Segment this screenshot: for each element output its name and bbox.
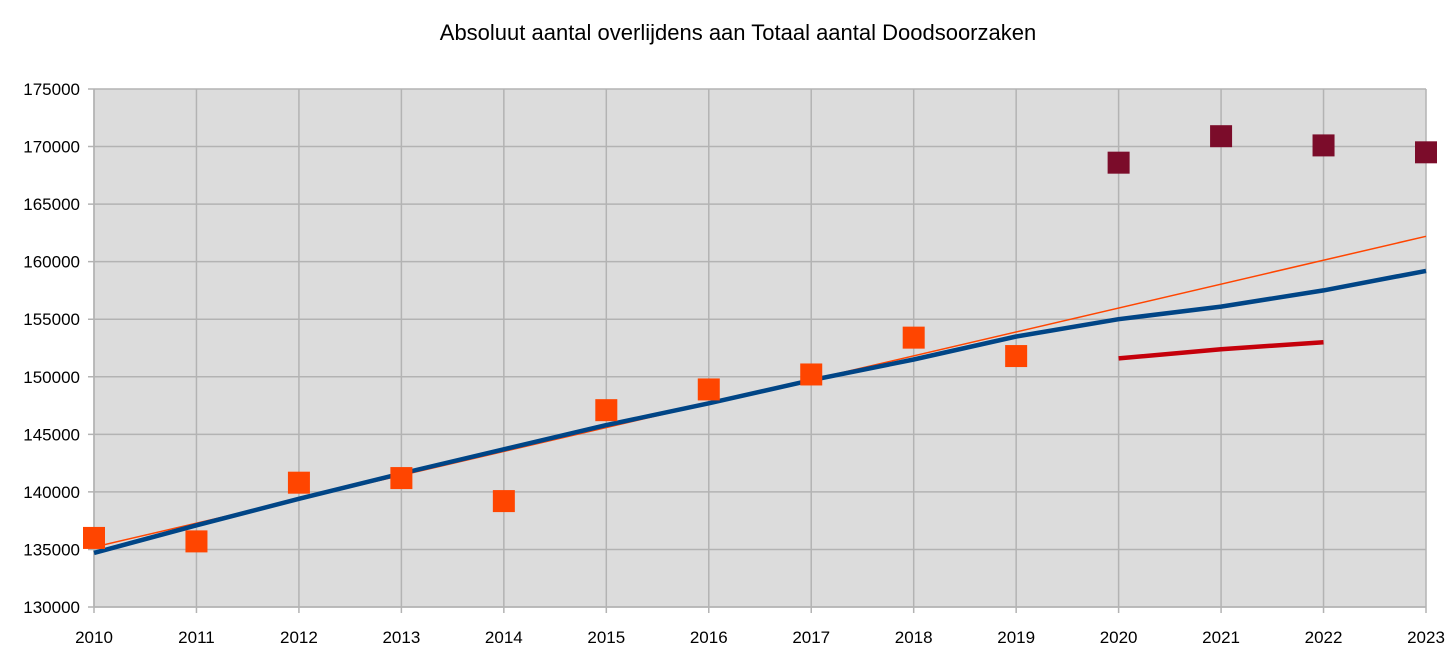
y-axis-tick-labels: 130000 135000 140000 145000 150000 155000 1600… xyxy=(23,80,80,617)
x-tick-label: 2020 xyxy=(1100,628,1138,647)
series-0-point-2014 xyxy=(492,490,515,513)
y-tick-label: 155000 xyxy=(23,310,80,329)
x-axis-tick-labels: 2010 2011 2012 2013 2014 2015 2016 2017 2018 2019… xyxy=(75,628,1445,647)
x-tick-label: 2018 xyxy=(895,628,933,647)
y-tick-label: 135000 xyxy=(23,540,80,559)
series-layer xyxy=(83,125,1437,556)
plot-area xyxy=(94,89,1426,607)
series-1-point-2020 xyxy=(1107,151,1130,174)
series-3-line xyxy=(93,268,1427,556)
series-0-point-2015 xyxy=(595,399,618,422)
y-tick-label: 170000 xyxy=(23,138,80,157)
x-tick-label: 2014 xyxy=(485,628,523,647)
x-tick-label: 2011 xyxy=(178,628,215,647)
series-1-point-2023 xyxy=(1415,141,1437,164)
y-tick-label: 175000 xyxy=(23,80,80,99)
series-0-point-2010 xyxy=(83,526,105,549)
series-0-point-2016 xyxy=(697,378,720,401)
x-tick-label: 2012 xyxy=(280,628,318,647)
series-1-point-2021 xyxy=(1210,125,1233,148)
series-1-point-2022 xyxy=(1312,134,1335,157)
series-4-line xyxy=(1118,339,1324,361)
x-tick-label: 2013 xyxy=(382,628,420,647)
series-0-point-2011 xyxy=(185,530,208,553)
y-tick-label: 165000 xyxy=(23,195,80,214)
x-tick-label: 2023 xyxy=(1407,628,1445,647)
x-tick-label: 2019 xyxy=(997,628,1035,647)
chart-title: Absoluut aantal overlijdens aan Totaal a… xyxy=(440,20,1036,45)
axis-frame xyxy=(93,89,1426,608)
y-tick-label: 160000 xyxy=(23,253,80,272)
x-tick-label: 2015 xyxy=(587,628,625,647)
y-tick-label: 145000 xyxy=(23,425,80,444)
series-0-point-2012 xyxy=(287,471,310,494)
x-tick-label: 2017 xyxy=(792,628,830,647)
x-tick-label: 2016 xyxy=(690,628,728,647)
series-0-point-2018 xyxy=(902,326,925,349)
y-tick-label: 140000 xyxy=(23,483,80,502)
x-tick-label: 2010 xyxy=(75,628,113,647)
series-0-point-2019 xyxy=(1005,345,1028,368)
x-tick-label: 2021 xyxy=(1202,628,1240,647)
x-tick-label: 2022 xyxy=(1305,628,1343,647)
y-tick-label: 150000 xyxy=(23,368,80,387)
series-0-point-2013 xyxy=(390,467,413,490)
y-tick-label: 130000 xyxy=(23,598,80,617)
series-0-point-2017 xyxy=(800,363,823,386)
